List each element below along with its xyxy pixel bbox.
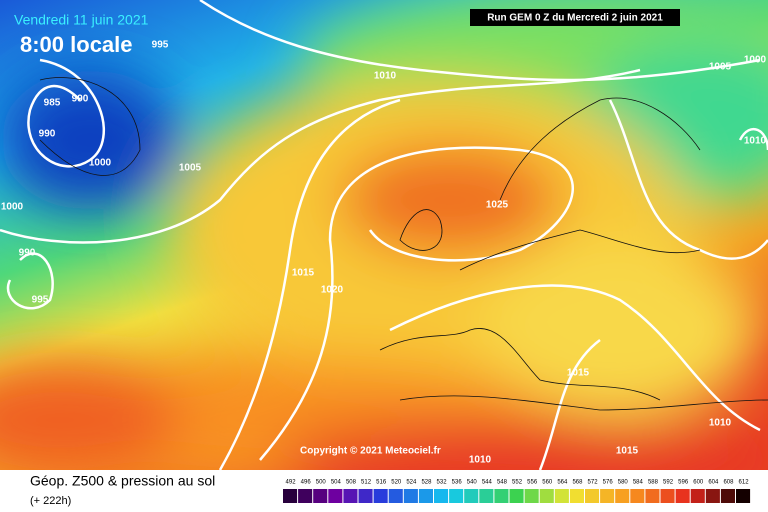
scale-swatch [328, 489, 343, 503]
scale-swatch [554, 489, 569, 503]
scale-label: 548 [497, 480, 508, 486]
isobar-label: 1005 [179, 163, 202, 174]
isobar-labels: 995 985 990 990 1000 1005 1000 990 995 1010 1005 10… [1, 40, 767, 466]
scale-label: 544 [482, 480, 493, 486]
scale-swatch [736, 489, 751, 503]
isobar-label: 1005 [709, 62, 732, 73]
isobar-label: 995 [32, 295, 49, 306]
scale-label: 496 [301, 480, 312, 486]
scale-swatch [418, 489, 433, 503]
scale-label: 508 [346, 480, 357, 486]
scale-label: 596 [678, 480, 689, 486]
scale-swatch [509, 489, 524, 503]
scale-label: 528 [421, 480, 432, 486]
scale-label: 592 [663, 480, 674, 486]
scale-swatch [645, 489, 660, 503]
scale-label: 556 [527, 480, 538, 486]
scale-label: 600 [693, 480, 704, 486]
scale-swatch [343, 489, 358, 503]
scale-label: 552 [512, 480, 523, 486]
isobar-label: 990 [72, 94, 89, 105]
scale-swatch [690, 489, 705, 503]
scale-swatch [585, 489, 600, 503]
isobar-label: 995 [152, 40, 169, 51]
scale-swatch [479, 489, 494, 503]
scale-label: 572 [588, 480, 599, 486]
scale-label: 500 [316, 480, 327, 486]
scale-swatch [449, 489, 464, 503]
scale-swatch [615, 489, 630, 503]
isobar-label: 1010 [709, 418, 732, 429]
scale-swatch [298, 489, 313, 503]
isobar-label: 985 [44, 98, 61, 109]
scale-swatch [539, 489, 554, 503]
isobar-label: 1015 [616, 446, 639, 457]
copyright: Copyright © 2021 Meteociel.fr [300, 446, 441, 457]
footer-title: Géop. Z500 & pression au sol [30, 473, 215, 489]
scale-label: 512 [361, 480, 372, 486]
scale-label: 608 [723, 480, 734, 486]
isobar-label: 990 [39, 129, 56, 140]
isobar-label: 1000 [89, 158, 112, 169]
scale-swatch [720, 489, 735, 503]
scale-swatch [313, 489, 328, 503]
run-box [470, 9, 680, 26]
scale-swatch [494, 489, 509, 503]
isobar-label: 1015 [567, 368, 590, 379]
scale-swatch [630, 489, 645, 503]
isobar-label: 1000 [1, 202, 24, 213]
scale-swatch [464, 489, 479, 503]
scale-label: 540 [467, 480, 478, 486]
isobar-label: 990 [19, 248, 36, 259]
scale-label: 588 [648, 480, 659, 486]
scale-label: 532 [437, 480, 448, 486]
scale-label: 568 [572, 480, 583, 486]
scale-label: 612 [739, 480, 750, 486]
scale-swatch [705, 489, 720, 503]
isobar-label: 1020 [321, 285, 344, 296]
map-field [0, 0, 768, 470]
scale-label: 580 [618, 480, 629, 486]
run-label: Run GEM 0 Z du Mercredi 2 juin 2021 [487, 13, 663, 24]
scale-swatch [358, 489, 373, 503]
isobar-label: 1010 [744, 136, 767, 147]
time-label: 8:00 locale [20, 32, 133, 57]
scale-label: 516 [376, 480, 387, 486]
scale-swatch [600, 489, 615, 503]
scale-swatch [675, 489, 690, 503]
scale-label: 564 [557, 480, 568, 486]
scale-label: 604 [708, 480, 719, 486]
scale-label: 520 [391, 480, 402, 486]
isobar-label: 1000 [744, 55, 767, 66]
scale-label: 504 [331, 480, 342, 486]
isobar-label: 1010 [374, 71, 397, 82]
scale-swatch [434, 489, 449, 503]
scale-swatch [524, 489, 539, 503]
scale-swatch [569, 489, 584, 503]
scale-label: 524 [406, 480, 417, 486]
scale-swatch [373, 489, 388, 503]
color-scale: 492 496 500 504 508 512 516 520 524 528 532 536 540 5… [283, 480, 751, 503]
scale-label: 492 [286, 480, 297, 486]
isobar-label: 1025 [486, 200, 509, 211]
scale-label: 560 [542, 480, 553, 486]
scale-label: 536 [452, 480, 463, 486]
scale-swatch [403, 489, 418, 503]
scale-label: 576 [603, 480, 614, 486]
scale-swatch [388, 489, 403, 503]
scale-swatch [660, 489, 675, 503]
date-label: Vendredi 11 juin 2021 [14, 12, 149, 28]
scale-swatch [283, 489, 298, 503]
scale-label: 584 [633, 480, 644, 486]
isobar-label: 1010 [469, 455, 492, 466]
footer-lead: (+ 222h) [30, 495, 71, 507]
isobar-label: 1015 [292, 268, 315, 279]
